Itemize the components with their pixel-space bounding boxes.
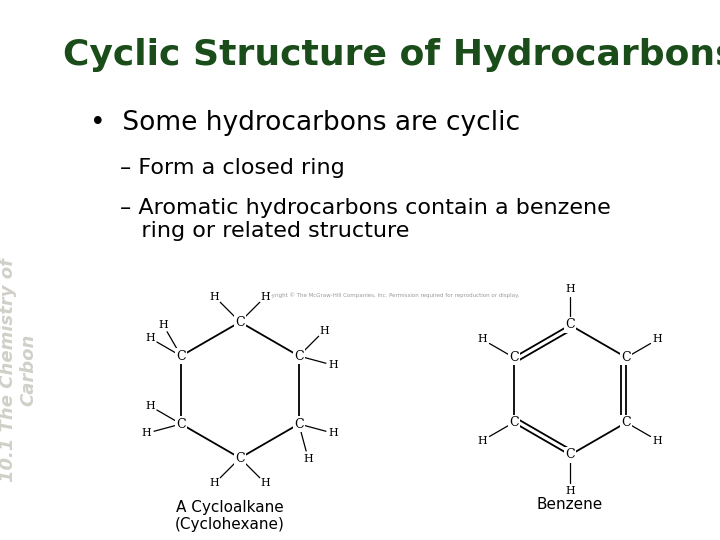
Text: •  Some hydrocarbons are cyclic: • Some hydrocarbons are cyclic [90,110,520,136]
Text: – Aromatic hydrocarbons contain a benzene
   ring or related structure: – Aromatic hydrocarbons contain a benzen… [120,198,611,241]
Text: H: H [261,478,270,489]
Text: 10.1 The Chemistry of
Carbon: 10.1 The Chemistry of Carbon [0,258,37,482]
Text: C: C [235,451,245,464]
Text: H: H [329,428,338,438]
Text: H: H [565,284,575,294]
Text: H: H [477,435,487,445]
Text: H: H [210,292,220,301]
Text: Copyright © The McGraw-Hill Companies, Inc. Permission required for reproduction: Copyright © The McGraw-Hill Companies, I… [261,292,519,298]
Text: C: C [621,351,631,364]
Text: H: H [158,320,168,330]
Text: C: C [294,417,304,430]
Text: C: C [176,349,186,362]
Text: A Cycloalkane
(Cyclohexane): A Cycloalkane (Cyclohexane) [175,500,285,532]
Text: H: H [210,478,220,489]
Text: H: H [145,333,155,343]
Text: C: C [509,416,518,429]
Text: C: C [509,351,518,364]
Text: H: H [320,326,329,335]
Text: H: H [652,334,662,345]
Text: H: H [141,428,151,438]
Text: C: C [621,416,631,429]
Text: H: H [477,334,487,345]
Text: C: C [565,319,575,332]
Text: C: C [235,315,245,328]
Text: H: H [261,292,270,301]
Text: H: H [652,435,662,445]
Text: C: C [176,417,186,430]
Text: Benzene: Benzene [537,497,603,512]
Text: C: C [294,349,304,362]
Text: H: H [145,401,155,411]
Text: Cyclic Structure of Hydrocarbons: Cyclic Structure of Hydrocarbons [63,38,720,72]
Text: – Form a closed ring: – Form a closed ring [120,158,345,178]
Text: H: H [303,454,313,464]
Text: H: H [565,486,575,496]
Text: C: C [565,449,575,462]
Text: H: H [329,360,338,370]
